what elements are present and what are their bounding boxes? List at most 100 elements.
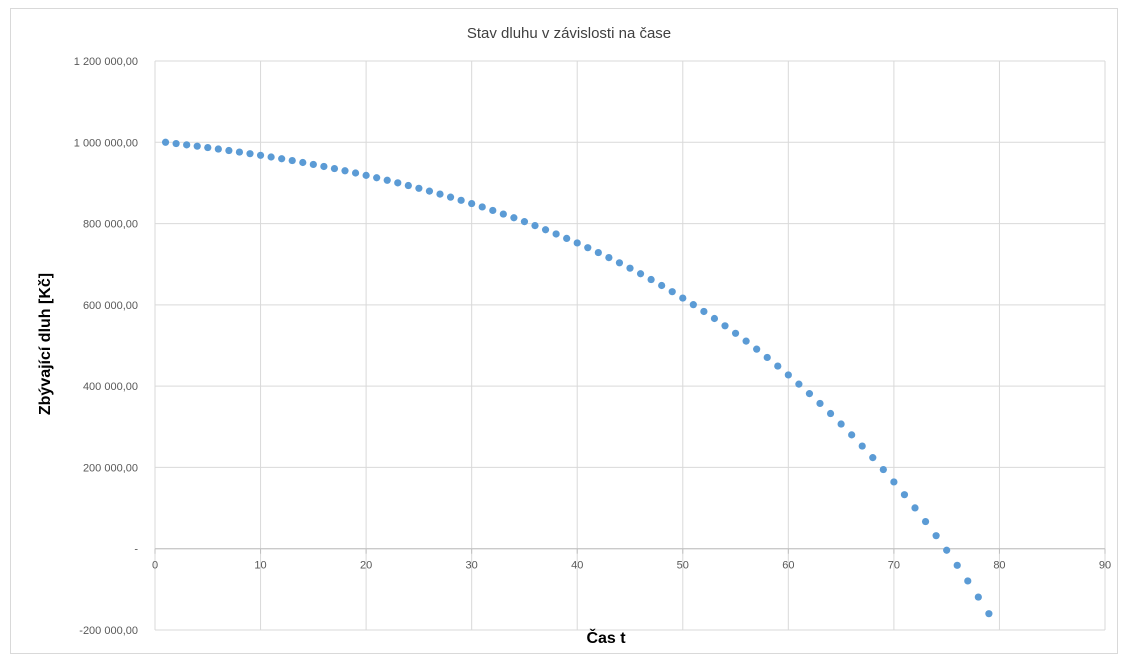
- data-point: [183, 141, 191, 149]
- data-point: [816, 399, 824, 408]
- data-point: [341, 167, 349, 175]
- data-point: [362, 171, 370, 179]
- data-point: [478, 203, 486, 211]
- data-point: [436, 190, 444, 198]
- data-point: [848, 431, 856, 439]
- y-tick-label: 1 200 000,00: [74, 56, 138, 68]
- data-point: [668, 288, 676, 296]
- data-point: [658, 281, 666, 290]
- data-point: [563, 234, 571, 243]
- data-point: [531, 222, 539, 230]
- data-point: [214, 145, 222, 153]
- data-point: [404, 181, 412, 190]
- data-point: [457, 196, 465, 204]
- data-point: [731, 329, 740, 337]
- y-tick-label: 400 000,00: [83, 381, 138, 393]
- x-tick-label: 40: [571, 560, 583, 572]
- data-point: [837, 420, 845, 428]
- data-point: [911, 504, 919, 512]
- data-point: [415, 184, 423, 192]
- data-point: [204, 143, 212, 152]
- data-point: [742, 337, 750, 345]
- data-point: [784, 371, 792, 379]
- y-tick-label: -: [134, 544, 138, 556]
- data-point: [446, 193, 455, 201]
- x-tick-label: 10: [254, 560, 266, 572]
- data-point: [795, 380, 803, 388]
- y-tick-label: -200 000,00: [79, 625, 138, 637]
- data-point: [679, 294, 687, 302]
- data-point: [351, 169, 360, 177]
- data-point: [858, 442, 866, 450]
- data-point: [267, 153, 275, 161]
- x-axis-ticks: 0 10 20 30 40 50 60 70 80 90: [152, 548, 1111, 572]
- data-point: [636, 270, 645, 278]
- x-tick-label: 0: [152, 560, 158, 572]
- data-point: [468, 199, 476, 208]
- data-point: [985, 610, 993, 618]
- y-tick-label: 200 000,00: [83, 462, 138, 474]
- x-tick-label: 20: [360, 560, 372, 572]
- data-point: [499, 210, 507, 218]
- data-point: [869, 454, 877, 462]
- data-point: [900, 491, 909, 499]
- data-point: [489, 206, 497, 215]
- data-point: [826, 409, 835, 418]
- chart-title: Stav dluhu v závislosti na čase: [467, 25, 671, 42]
- data-point: [510, 214, 518, 222]
- data-point: [700, 307, 708, 316]
- data-point: [921, 517, 930, 526]
- data-points: [161, 138, 993, 618]
- data-point: [584, 244, 592, 252]
- data-point: [552, 230, 560, 238]
- x-tick-label: 80: [993, 560, 1005, 572]
- data-point: [541, 226, 550, 234]
- data-point: [890, 478, 898, 486]
- data-point: [689, 301, 697, 309]
- data-point: [615, 259, 624, 267]
- data-point: [425, 187, 434, 195]
- x-axis-label: Čas t: [586, 628, 626, 647]
- data-point: [256, 151, 265, 159]
- data-point: [225, 146, 233, 155]
- data-point: [605, 253, 613, 262]
- data-point: [394, 179, 402, 187]
- data-point: [299, 158, 307, 167]
- data-point: [721, 322, 729, 330]
- y-tick-label: 600 000,00: [83, 300, 138, 312]
- data-point: [288, 156, 296, 165]
- chart-area: [10, 8, 1118, 654]
- data-point: [879, 465, 887, 474]
- data-point: [647, 275, 655, 284]
- x-tick-label: 60: [782, 560, 794, 572]
- data-point: [246, 150, 254, 158]
- data-point: [309, 160, 317, 169]
- x-tick-label: 50: [677, 560, 689, 572]
- data-point: [964, 577, 972, 585]
- data-point: [161, 138, 170, 146]
- gridlines: [154, 60, 1106, 631]
- data-point: [805, 390, 814, 398]
- data-point: [974, 593, 982, 601]
- data-point: [373, 174, 381, 182]
- data-point: [626, 264, 634, 272]
- x-tick-label: 90: [1099, 560, 1111, 572]
- data-point: [278, 155, 286, 163]
- y-tick-label: 800 000,00: [83, 219, 138, 231]
- data-point: [753, 345, 761, 353]
- data-point: [520, 218, 529, 226]
- data-point: [763, 353, 771, 362]
- data-point: [235, 148, 244, 156]
- data-point: [943, 546, 951, 554]
- data-point: [330, 164, 339, 173]
- data-point: [710, 314, 719, 323]
- data-point: [953, 561, 961, 569]
- data-point: [383, 176, 391, 184]
- data-point: [172, 139, 180, 148]
- data-point: [193, 142, 201, 150]
- data-point: [573, 239, 581, 247]
- data-point: [320, 162, 328, 171]
- data-point: [774, 362, 782, 370]
- x-tick-label: 70: [888, 560, 900, 572]
